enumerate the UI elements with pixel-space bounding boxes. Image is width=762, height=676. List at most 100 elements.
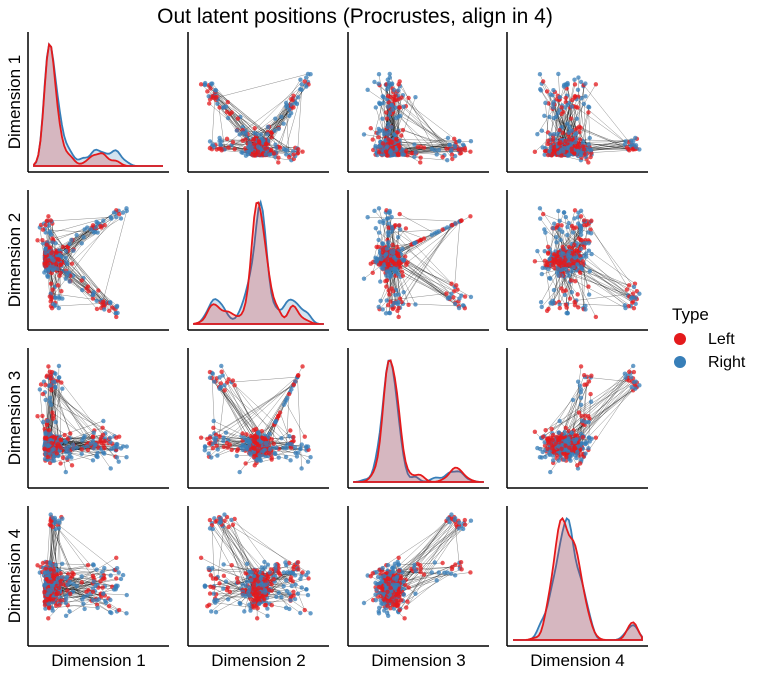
point-left <box>532 149 538 155</box>
point-left <box>90 434 96 440</box>
point-left <box>395 251 401 256</box>
point-right <box>267 152 272 157</box>
point-right <box>287 107 292 112</box>
point-left <box>48 299 53 304</box>
point-left <box>386 288 391 293</box>
point-right <box>258 132 264 137</box>
point-left <box>256 138 261 144</box>
point-left <box>575 126 580 131</box>
point-left <box>558 257 563 262</box>
point-left <box>449 152 455 157</box>
point-right <box>217 135 222 141</box>
point-left <box>277 145 283 150</box>
pair-line <box>383 102 414 154</box>
point-left <box>276 155 281 160</box>
point-right <box>571 264 576 270</box>
point-left <box>557 305 563 311</box>
point-right <box>449 291 454 296</box>
point-left <box>545 152 551 158</box>
point-left <box>59 289 64 294</box>
point-left <box>549 152 555 158</box>
point-right <box>242 436 247 441</box>
point-left <box>44 242 49 248</box>
point-right <box>57 375 62 380</box>
point-right <box>453 145 458 150</box>
panel-r2-c3 <box>347 190 489 331</box>
point-right <box>588 231 594 236</box>
point-left <box>90 223 96 228</box>
point-right <box>551 287 557 293</box>
point-right <box>389 229 394 234</box>
point-left <box>444 146 449 151</box>
point-right <box>46 443 52 448</box>
point-left <box>396 151 402 157</box>
point-right <box>578 246 584 252</box>
point-right <box>376 81 381 86</box>
point-right <box>305 459 311 464</box>
point-right <box>401 104 406 109</box>
point-right <box>45 418 50 423</box>
point-left <box>459 218 464 223</box>
point-right <box>583 94 588 99</box>
point-right <box>273 419 278 425</box>
point-left <box>46 214 51 219</box>
point-left <box>252 141 257 147</box>
point-right <box>569 290 575 295</box>
point-right <box>392 300 397 306</box>
point-right <box>400 152 405 157</box>
point-left <box>252 153 257 158</box>
point-left <box>550 137 556 142</box>
point-right <box>116 459 121 464</box>
point-left <box>251 137 256 142</box>
point-right <box>279 436 284 441</box>
pair-line <box>388 123 452 150</box>
point-left <box>569 223 575 229</box>
point-left <box>561 247 566 252</box>
point-right <box>219 363 224 369</box>
point-right <box>457 138 462 144</box>
point-right <box>637 291 642 296</box>
point-left <box>421 236 427 241</box>
pair-line <box>400 229 458 290</box>
point-right <box>69 237 74 243</box>
point-left <box>68 431 73 436</box>
point-right <box>373 259 378 264</box>
point-left <box>207 441 212 446</box>
point-left <box>557 127 562 133</box>
point-right <box>386 80 392 86</box>
point-right <box>447 142 452 147</box>
point-right <box>43 431 48 437</box>
point-left <box>567 262 572 267</box>
point-left <box>468 214 473 219</box>
point-right <box>551 300 556 306</box>
panel-r3-c1 <box>27 348 169 489</box>
point-left <box>444 291 449 296</box>
point-right <box>378 298 383 303</box>
point-right <box>445 158 450 163</box>
point-right <box>292 445 298 450</box>
point-left <box>573 104 579 110</box>
point-left <box>578 214 584 219</box>
point-right <box>64 261 70 267</box>
point-right <box>294 454 300 459</box>
point-right <box>218 142 223 147</box>
point-right <box>373 225 379 231</box>
point-left <box>458 150 464 156</box>
point-left <box>551 252 557 257</box>
point-left <box>48 218 54 223</box>
pair-line <box>537 88 567 135</box>
point-left <box>630 147 636 152</box>
point-left <box>50 236 55 241</box>
point-left <box>224 136 230 142</box>
point-left <box>230 139 236 145</box>
point-right <box>380 241 386 247</box>
pair-line <box>208 84 296 157</box>
point-right <box>80 287 85 293</box>
point-left <box>390 242 395 248</box>
point-right <box>436 147 442 153</box>
point-left <box>58 262 64 268</box>
point-right <box>547 256 552 262</box>
point-right <box>234 128 239 133</box>
point-right <box>299 466 304 471</box>
point-left <box>252 126 257 131</box>
